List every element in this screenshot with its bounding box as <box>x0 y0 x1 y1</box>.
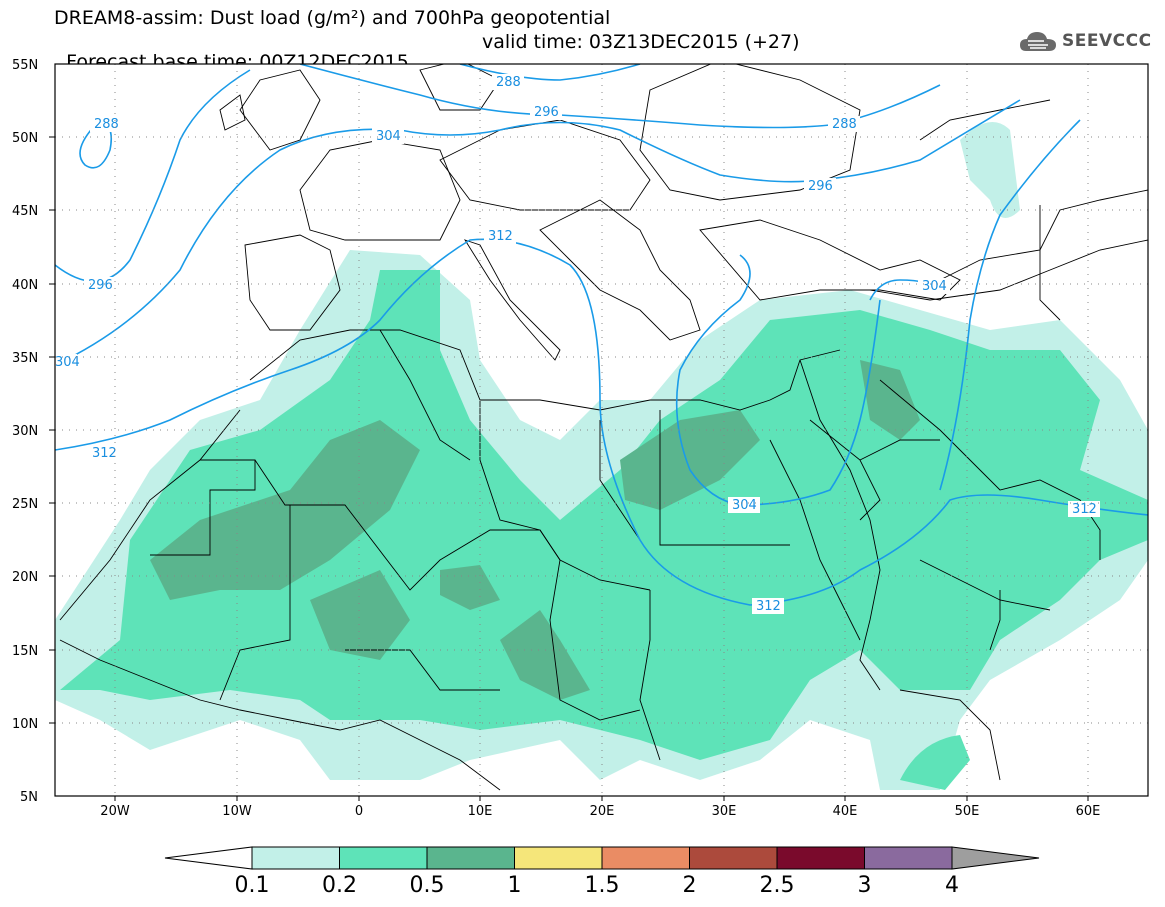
contour-labels: 288 296 304 312 288 296 288 296 304 304 … <box>55 75 1097 614</box>
dust-level-0.5d <box>500 610 590 700</box>
lon-label: 0 <box>355 804 363 819</box>
contour-label: 288 <box>832 117 857 132</box>
contour-label: 296 <box>534 105 559 120</box>
colorbar-over-triangle <box>951 846 1040 870</box>
dust-level-0.1b <box>960 122 1020 218</box>
colorbar-segment <box>339 846 428 870</box>
lon-label: 10W <box>222 804 252 819</box>
lat-label: 45N <box>12 204 38 219</box>
lat-label: 15N <box>12 644 38 659</box>
lon-label: 60E <box>1076 804 1101 819</box>
dust-level-0.5b <box>310 570 410 660</box>
contour-label: 304 <box>922 279 947 294</box>
contour-label: 304 <box>732 498 757 513</box>
gridlines <box>55 64 1148 796</box>
dust-level-0.5c <box>620 410 760 510</box>
lon-label: 10E <box>468 804 493 819</box>
colorbar-label: 2 <box>683 873 697 898</box>
lat-label: 35N <box>12 351 38 366</box>
lat-label: 20N <box>12 570 38 585</box>
colorbar-label: 0.2 <box>322 873 357 898</box>
lon-label: 20W <box>100 804 130 819</box>
lat-label: 50N <box>12 131 38 146</box>
lat-axis: 55N 50N 45N 40N 35N 30N 25N 20N 15N 10N … <box>12 58 38 805</box>
lat-label: 25N <box>12 497 38 512</box>
dust-level-0.5e <box>860 360 920 440</box>
lon-label: 40E <box>833 804 858 819</box>
colorbar-segment <box>601 846 690 870</box>
cloud-icon <box>1020 32 1056 51</box>
colorbar-label: 1.5 <box>585 873 620 898</box>
contour-label: 288 <box>496 75 521 90</box>
lat-label: 5N <box>20 790 38 805</box>
dust-level-0.5 <box>150 420 420 600</box>
colorbar-segment <box>251 846 340 870</box>
seevccc-logo: SEEVCCC <box>1018 26 1152 56</box>
dust-level-0.2b <box>900 735 970 790</box>
valid-time: valid time: 03Z13DEC2015 (+27) <box>482 31 800 53</box>
lat-ticks <box>49 136 55 724</box>
contour-label: 312 <box>756 599 781 614</box>
lat-label: 40N <box>12 278 38 293</box>
lon-label: 30E <box>712 804 737 819</box>
colorbar-segment <box>864 846 953 870</box>
colorbar-under-triangle <box>164 846 253 870</box>
lon-label: 20E <box>590 804 615 819</box>
lon-axis: 20W 10W 0 10E 20E 30E 40E 50E 60E <box>100 804 1100 819</box>
lat-label: 30N <box>12 424 38 439</box>
dust-field: 288 296 304 312 288 296 288 296 304 304 … <box>55 64 1148 796</box>
lon-label: 50E <box>955 804 980 819</box>
contour-label: 312 <box>1072 502 1097 517</box>
colorbar-label: 4 <box>945 873 959 898</box>
lat-label: 10N <box>12 717 38 732</box>
colorbar-label: 1 <box>508 873 522 898</box>
contour-label: 296 <box>88 278 113 293</box>
contour-label: 312 <box>92 446 117 461</box>
contour-label: 304 <box>55 355 80 370</box>
contour-label: 312 <box>488 229 513 244</box>
contour-label: 288 <box>94 117 119 132</box>
colorbar-label: 0.5 <box>410 873 445 898</box>
lat-label: 55N <box>12 58 38 73</box>
logo-text: SEEVCCC <box>1062 31 1152 51</box>
lon-ticks <box>114 796 1089 801</box>
colorbar-segment <box>776 846 865 870</box>
colorbar: 0.1 0.2 0.5 1 1.5 2 2.5 3 4 <box>164 846 1040 898</box>
colorbar-segment <box>426 846 515 870</box>
colorbar-label: 0.1 <box>235 873 270 898</box>
colorbar-segment <box>689 846 778 870</box>
map-title: DREAM8-assim: Dust load (g/m²) and 700hP… <box>54 7 611 29</box>
colorbar-segment <box>514 846 603 870</box>
contour-label: 296 <box>808 179 833 194</box>
colorbar-label: 2.5 <box>760 873 795 898</box>
contour-label: 304 <box>376 129 401 144</box>
colorbar-label: 3 <box>858 873 872 898</box>
